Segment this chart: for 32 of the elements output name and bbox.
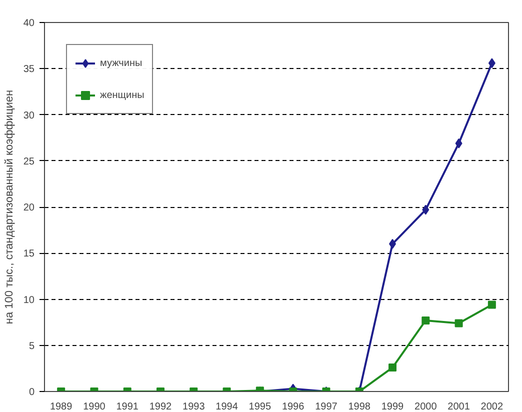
point bbox=[422, 316, 430, 324]
x-tick-label: 1995 bbox=[248, 402, 272, 412]
x-tick-label: 1999 bbox=[381, 402, 404, 412]
x-tick-label: 1991 bbox=[116, 402, 139, 412]
y-axis-title: на 100 тыс., стандартизованный коэффициен bbox=[3, 90, 16, 324]
x-tick-label: 1994 bbox=[216, 402, 238, 412]
y-tick-label: 5 bbox=[28, 340, 35, 352]
y-tick-label: 10 bbox=[23, 294, 35, 306]
y-tick-label: 40 bbox=[23, 18, 35, 29]
x-tick-label: 1992 bbox=[149, 402, 172, 412]
point bbox=[454, 319, 463, 328]
point bbox=[422, 204, 430, 215]
point bbox=[488, 300, 496, 309]
x-tick-label: 1996 bbox=[282, 402, 305, 412]
y-tick-label: 15 bbox=[23, 248, 35, 260]
y-tick-label: 35 bbox=[23, 64, 35, 76]
y-tick-label: 0 bbox=[28, 387, 35, 398]
x-tick-label: 2000 bbox=[414, 402, 438, 412]
point bbox=[488, 58, 496, 68]
x-tick-label: 1997 bbox=[315, 402, 338, 412]
x-tick-label: 1993 bbox=[182, 402, 206, 412]
y-tick-label: 25 bbox=[23, 156, 35, 168]
y-tick-label: 20 bbox=[23, 202, 35, 214]
x-tick-label: 2001 bbox=[448, 402, 470, 412]
x-tick-label: 2002 bbox=[480, 402, 504, 412]
legend-label: мужчины bbox=[100, 58, 142, 68]
legend-label: женщины bbox=[100, 90, 144, 100]
x-tick-label: 1998 bbox=[348, 402, 371, 412]
x-tick-label: 1990 bbox=[83, 402, 106, 412]
y-tick-label: 30 bbox=[23, 110, 35, 122]
point bbox=[455, 138, 462, 148]
x-tick-label: 1989 bbox=[50, 402, 73, 412]
